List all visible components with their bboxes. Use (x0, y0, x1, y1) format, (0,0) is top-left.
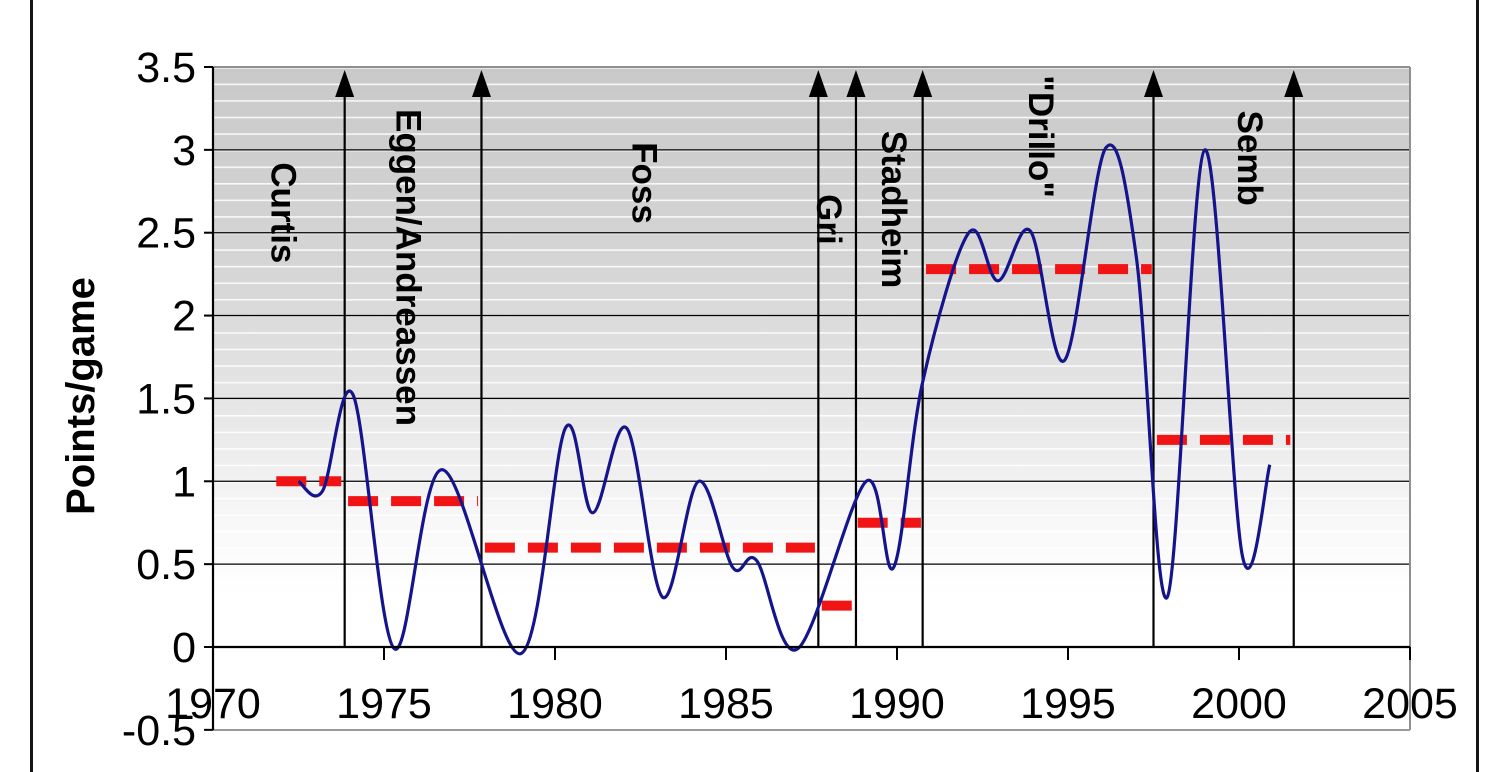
gridlines (213, 149, 1410, 565)
y-tick-label: 2.5 (136, 210, 196, 258)
era-label: "Drillo" (1021, 75, 1060, 198)
era-label: Semb (1230, 110, 1269, 205)
y-tick-label: 2 (172, 293, 196, 341)
era-arrow-icon (846, 70, 866, 97)
page-border-left (30, 0, 33, 772)
page-border-right (1476, 0, 1479, 772)
y-tick-label: 1.5 (136, 375, 196, 423)
era-labels: Curtis Eggen/Andreassen Foss Gri Stadheim "Dr… (264, 75, 1269, 426)
era-arrow-icon (335, 70, 355, 97)
era-label: Stadheim (874, 131, 913, 289)
x-axis: 1970 1975 1980 1985 1990 1995 2000 2005 (165, 647, 1458, 728)
x-tick-label: 2005 (1362, 680, 1458, 728)
era-arrow-icon (1144, 70, 1163, 97)
y-axis: 3.5 3 2.5 2 1.5 1 0.5 0 -0.5 (122, 44, 213, 755)
era-arrow-icon (1284, 70, 1304, 97)
y-tick-label: 3 (172, 127, 196, 175)
y-tick-label: 0 (172, 624, 196, 672)
era-label: Gri (809, 194, 848, 245)
y-tick-label: 0.5 (136, 541, 196, 589)
era-label: Eggen/Andreassen (388, 109, 427, 426)
x-tick-label: 1980 (507, 680, 603, 728)
x-tick-label: 1990 (849, 680, 945, 728)
x-tick-label: 1985 (678, 680, 774, 728)
era-arrow-icon (808, 70, 828, 97)
era-arrow-icon (471, 70, 491, 97)
y-tick-label: -0.5 (122, 707, 196, 755)
y-tick-label: 3.5 (136, 44, 196, 92)
era-label: Foss (624, 142, 663, 224)
x-tick-label: 1995 (1020, 680, 1116, 728)
points-per-game-curve (297, 143, 1272, 656)
x-tick-label: 2000 (1191, 680, 1287, 728)
x-tick-label: 1975 (336, 680, 432, 728)
era-arrow-icon (913, 70, 933, 97)
y-tick-label: 1 (172, 458, 196, 506)
era-label: Curtis (264, 162, 303, 263)
era-boundary-lines (335, 70, 1304, 647)
x-tick-label: 1970 (165, 680, 261, 728)
